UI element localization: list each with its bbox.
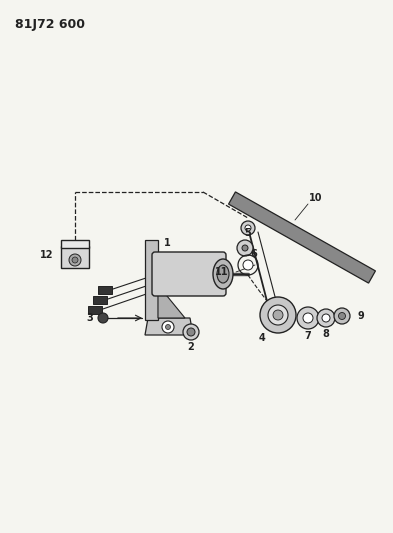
Text: 10: 10	[309, 193, 323, 203]
Text: 2: 2	[187, 342, 195, 352]
Bar	[61, 246, 89, 268]
Circle shape	[241, 221, 255, 235]
Text: 8: 8	[323, 329, 329, 339]
Circle shape	[268, 305, 288, 325]
Circle shape	[69, 254, 81, 266]
Polygon shape	[158, 285, 185, 318]
Ellipse shape	[217, 265, 229, 283]
Circle shape	[317, 309, 335, 327]
Text: 11: 11	[215, 267, 229, 277]
Circle shape	[322, 314, 330, 322]
Circle shape	[303, 313, 313, 323]
Text: 12: 12	[40, 250, 53, 260]
Circle shape	[297, 307, 319, 329]
Polygon shape	[88, 306, 102, 314]
Text: 1: 1	[163, 238, 171, 248]
Bar	[61, 240, 89, 248]
Circle shape	[245, 225, 251, 231]
Circle shape	[72, 257, 78, 263]
Polygon shape	[145, 318, 193, 335]
Text: 6: 6	[250, 249, 257, 259]
Text: 3: 3	[86, 313, 94, 323]
Polygon shape	[229, 192, 375, 283]
Text: 4: 4	[259, 333, 265, 343]
Circle shape	[334, 308, 350, 324]
Polygon shape	[98, 286, 112, 294]
Circle shape	[98, 313, 108, 323]
FancyBboxPatch shape	[152, 252, 226, 296]
Circle shape	[260, 297, 296, 333]
Text: 7: 7	[305, 331, 311, 341]
Circle shape	[237, 240, 253, 256]
Circle shape	[338, 312, 345, 319]
Circle shape	[242, 245, 248, 251]
Ellipse shape	[213, 259, 233, 289]
Circle shape	[162, 321, 174, 333]
Circle shape	[273, 310, 283, 320]
Circle shape	[243, 260, 253, 270]
Text: 9: 9	[358, 311, 365, 321]
Circle shape	[165, 325, 171, 329]
Text: 81J72 600: 81J72 600	[15, 18, 85, 31]
Text: 5: 5	[244, 228, 252, 238]
Polygon shape	[93, 296, 107, 304]
Circle shape	[183, 324, 199, 340]
Polygon shape	[145, 240, 158, 320]
Circle shape	[187, 328, 195, 336]
